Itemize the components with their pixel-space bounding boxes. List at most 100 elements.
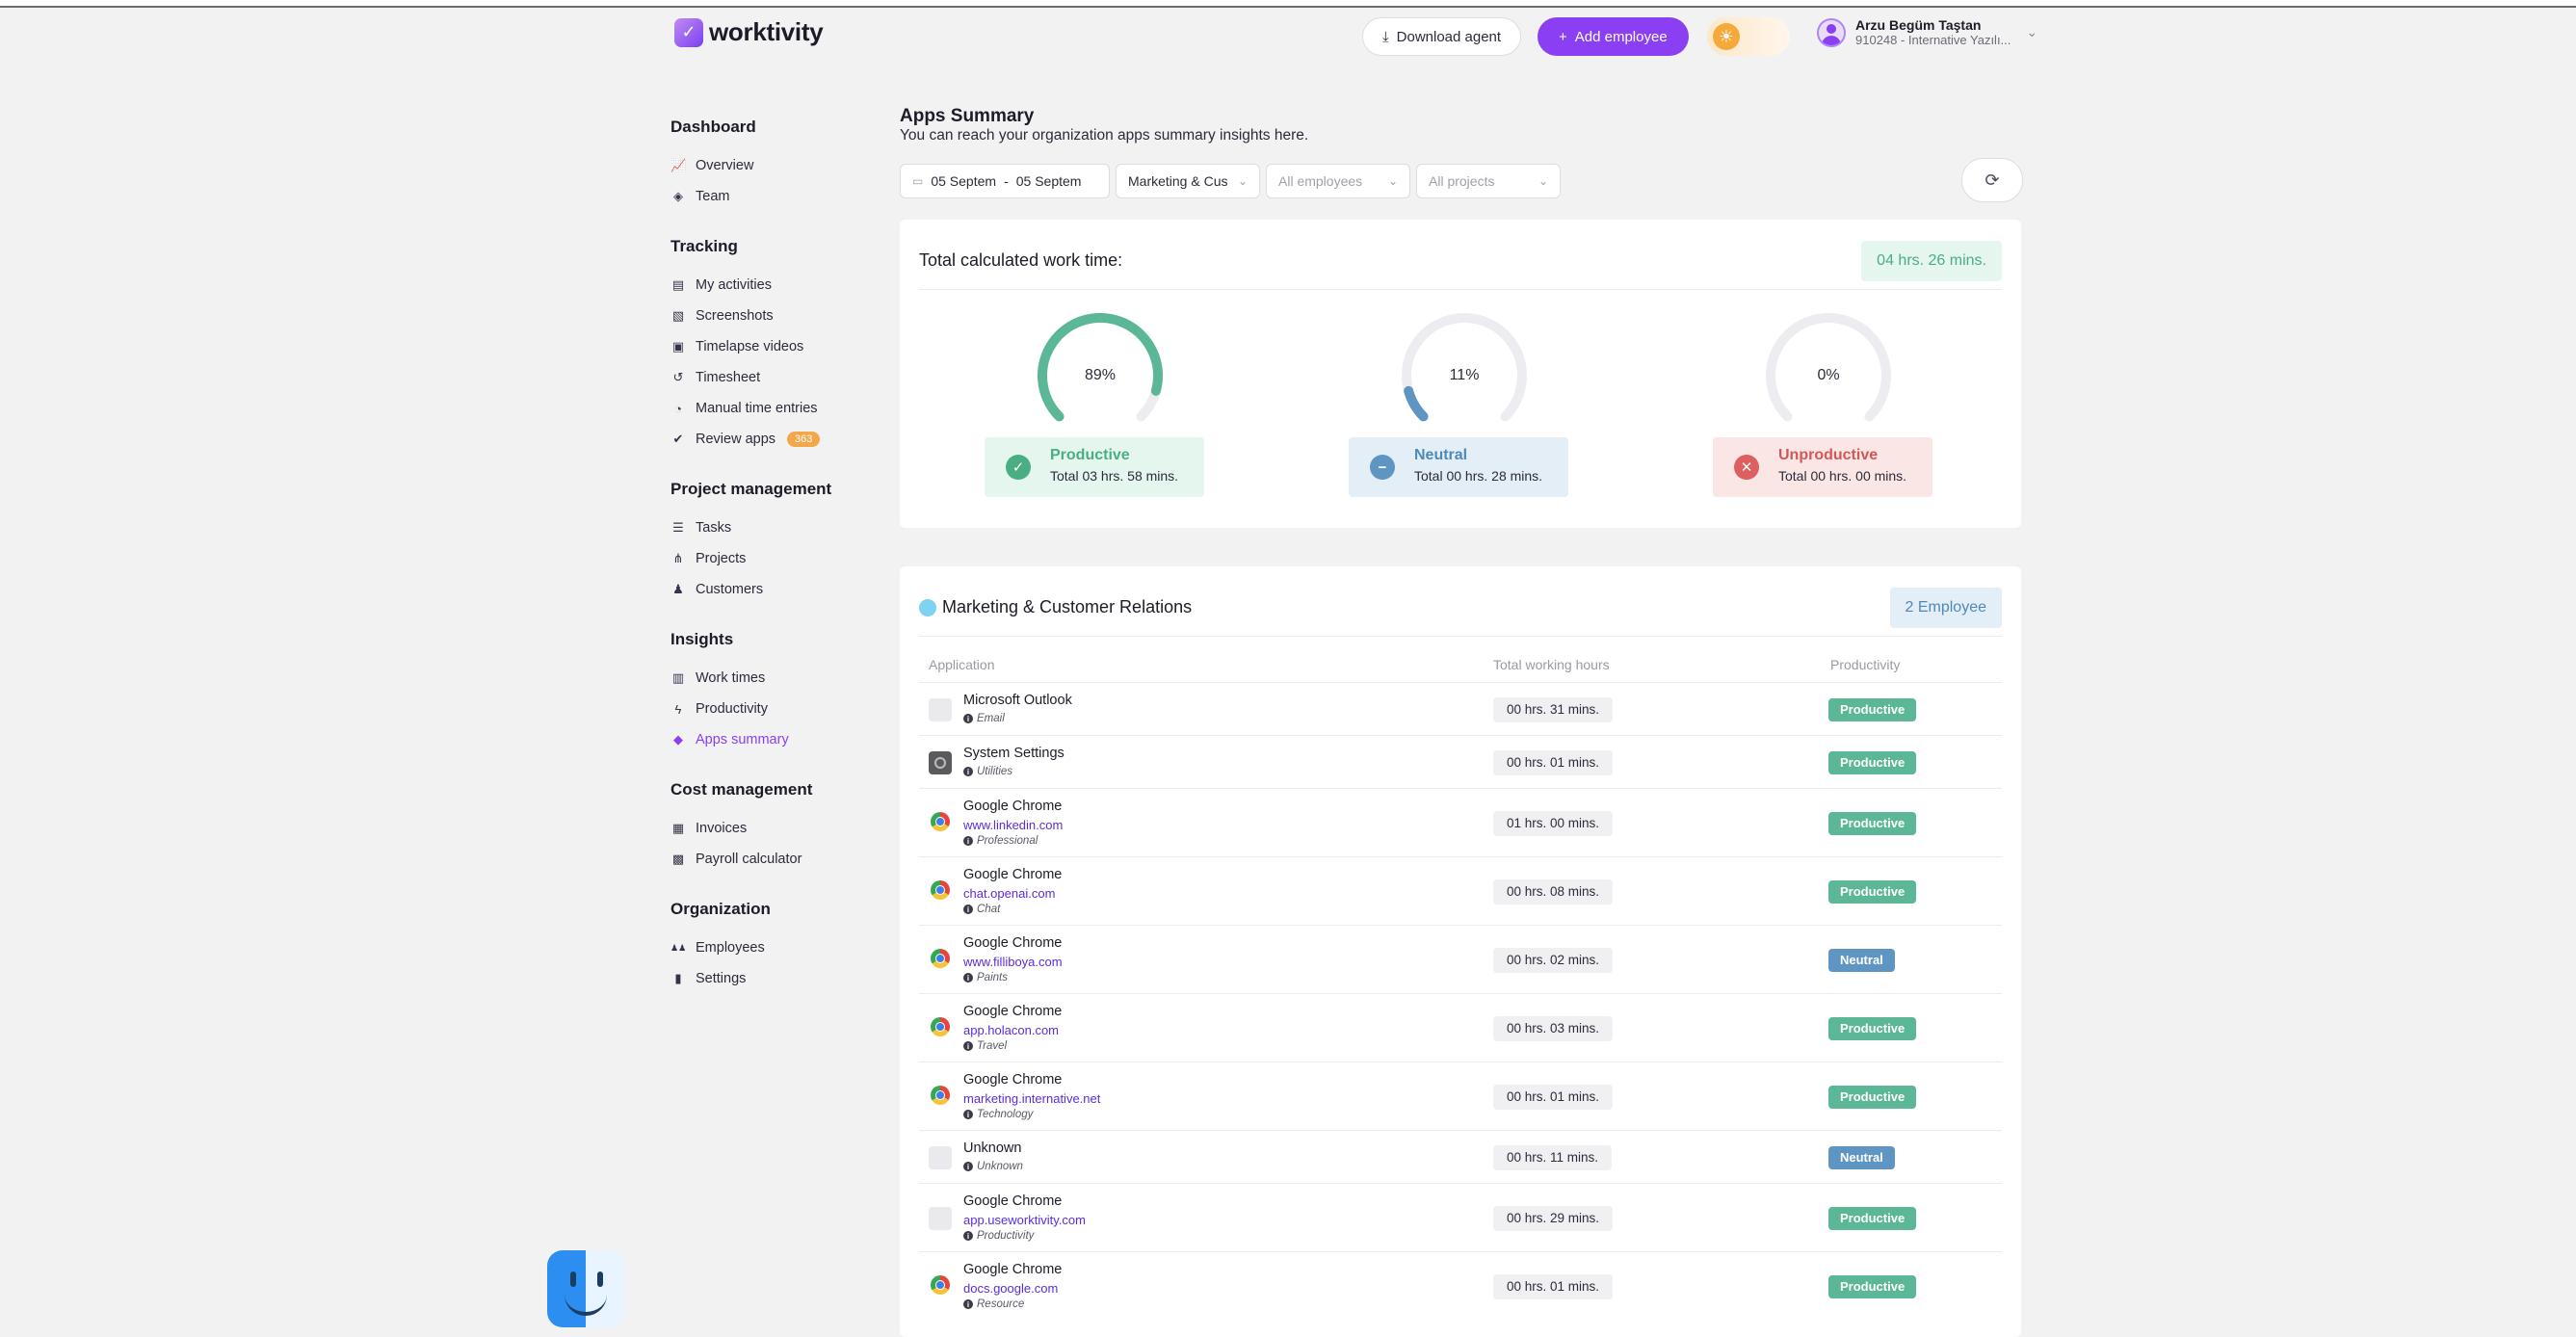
working-hours: 00 hrs. 03 mins. [1493, 1015, 1614, 1041]
sidebar-section-title: Tracking [670, 237, 738, 255]
app-category-label: Travel [977, 1040, 1008, 1052]
table-row[interactable]: Google Chrome chat.openai.com i Chat 00 hrs.… [919, 856, 2002, 926]
app-url-link[interactable]: docs.google.com [963, 1281, 1059, 1296]
theme-toggle[interactable]: ☀ [1707, 17, 1790, 56]
summary-title: Total calculated work time: [919, 250, 1123, 270]
sidebar-item-label: Productivity [696, 701, 768, 717]
sidebar-item-settings[interactable]: ▮ Settings [670, 963, 882, 994]
productivity-badge[interactable]: Productive [1828, 811, 1917, 835]
sidebar-item-apps-summary[interactable]: ◆ Apps summary [670, 724, 882, 755]
productivity-badge[interactable]: Productive [1828, 750, 1917, 774]
column-header-hours: Total working hours [1493, 657, 1610, 672]
bolt-icon: ϟ [674, 701, 682, 717]
sidebar-item-tasks[interactable]: ☰ Tasks [670, 512, 882, 543]
productivity-badge[interactable]: Productive [1828, 697, 1917, 721]
sidebar-item-screenshots[interactable]: ▧ Screenshots [670, 301, 882, 331]
app-url-link[interactable]: www.filliboya.com [963, 955, 1063, 969]
table-row[interactable]: Google Chrome www.linkedin.com i Profession… [919, 788, 2002, 857]
productivity-badge[interactable]: Productive [1828, 1274, 1917, 1298]
sidebar-item-payroll-calculator[interactable]: ▩ Payroll calculator [670, 844, 882, 875]
sidebar-item-review-apps[interactable]: ✔ Review apps 363 [670, 424, 882, 455]
shapes-icon: ◆ [673, 732, 683, 747]
table-row[interactable]: System Settings i Utilities 00 hrs. 01 mins… [919, 735, 2002, 789]
sidebar-item-timelapse-videos[interactable]: ▣ Timelapse videos [670, 331, 882, 362]
table-row[interactable]: Google Chrome app.useworktivity.com i Produ… [919, 1183, 2002, 1252]
sidebar-section-title: Organization [670, 900, 771, 918]
table-row[interactable]: Google Chrome app.holacon.com i Travel 00 hr… [919, 993, 2002, 1062]
table-row[interactable]: Google Chrome www.filliboya.com i Paints 00 … [919, 925, 2002, 994]
sidebar-group: Tracking ▤ My activities ▧ Screenshots ▣ Timel… [670, 237, 882, 455]
sidebar-item-label: Timelapse videos [696, 339, 804, 354]
sidebar-item-productivity[interactable]: ϟ Productivity [670, 694, 882, 724]
employees-select[interactable]: All employees ⌄ [1266, 164, 1410, 198]
app-name: Unknown [963, 1140, 1022, 1156]
app-placeholder-icon [929, 1206, 952, 1230]
app-category: i Email [963, 713, 1005, 724]
productivity-badge[interactable]: Productive [1828, 879, 1917, 904]
app-name: Google Chrome [963, 867, 1063, 882]
sidebar-item-label: My activities [696, 277, 772, 293]
employees-placeholder: All employees [1278, 173, 1363, 189]
sidebar-item-label: Payroll calculator [696, 852, 802, 867]
app-placeholder-icon [929, 1145, 952, 1169]
sidebar-item-overview[interactable]: 📈 Overview [670, 150, 882, 181]
app-url-link[interactable]: app.useworktivity.com [963, 1213, 1086, 1227]
logo[interactable]: ✓ worktivity [674, 17, 824, 47]
sidebar-item-manual-time-entries[interactable]: ◔ Manual time entries [670, 393, 882, 424]
sidebar-item-team[interactable]: ◈ Team [670, 181, 882, 212]
table-row[interactable]: Google Chrome docs.google.com i Resource 00 … [919, 1251, 2002, 1321]
logo-text: worktivity [709, 17, 824, 46]
add-employee-button[interactable]: + Add employee [1538, 17, 1689, 56]
video-icon: ▣ [671, 339, 685, 354]
check-circle-icon: ✓ [1006, 455, 1031, 480]
finder-dock-icon[interactable] [547, 1250, 624, 1327]
sidebar-item-label: Screenshots [696, 308, 774, 324]
divider [919, 289, 2002, 290]
productivity-badge[interactable]: Neutral [1828, 1145, 1895, 1169]
calendar-icon: ▭ [912, 174, 924, 188]
sidebar-item-invoices[interactable]: ▦ Invoices [670, 813, 882, 844]
history-icon: ↺ [672, 370, 684, 384]
app-url-link[interactable]: www.linkedin.com [963, 818, 1064, 832]
app-category: i Productivity [963, 1230, 1034, 1242]
projects-select[interactable]: All projects ⌄ [1416, 164, 1561, 198]
productivity-badge[interactable]: Productive [1828, 1206, 1917, 1230]
app-name: Google Chrome [963, 935, 1063, 951]
date-range-picker[interactable]: ▭ 05 Septem - 05 Septem [900, 164, 1110, 198]
user-menu[interactable]: Arzu Begüm Taştan 910248 - Internative Y… [1817, 17, 2037, 47]
sidebar-group: Project management ☰ Tasks ⋔ Projects ♟ Custom… [670, 480, 882, 605]
column-header-productivity: Productivity [1830, 657, 1901, 672]
sidebar-section-title: Project management [670, 480, 832, 498]
check-circle-icon: ✔ [672, 432, 684, 446]
app-name: Google Chrome [963, 1193, 1063, 1209]
sidebar-item-customers[interactable]: ♟ Customers [670, 574, 882, 605]
app-url-link[interactable]: app.holacon.com [963, 1023, 1060, 1037]
table-row[interactable]: Unknown i Unknown 00 hrs. 11 mins. Neutral [919, 1130, 2002, 1184]
status-label: Unproductive [1778, 447, 1879, 463]
table-row[interactable]: Google Chrome marketing.internative.net i T… [919, 1062, 2002, 1131]
sidebar-item-my-activities[interactable]: ▤ My activities [670, 270, 882, 301]
page-subtitle: You can reach your organization apps sum… [900, 127, 1309, 144]
app-url-link[interactable]: marketing.internative.net [963, 1091, 1101, 1106]
info-icon: i [963, 767, 973, 776]
table-row[interactable]: Microsoft Outlook i Email 00 hrs. 31 mins. P… [919, 682, 2002, 736]
productivity-badge[interactable]: Productive [1828, 1085, 1917, 1109]
productivity-badge[interactable]: Productive [1828, 1016, 1917, 1040]
app-url-link[interactable]: chat.openai.com [963, 886, 1056, 901]
gauge-track [1766, 313, 1891, 422]
department-select[interactable]: Marketing & Cus ⌄ [1116, 164, 1260, 198]
sidebar-item-timesheet[interactable]: ↺ Timesheet [670, 362, 882, 393]
download-agent-button[interactable]: ⤓ Download agent [1362, 17, 1522, 56]
app-name: System Settings [963, 746, 1065, 761]
refresh-button[interactable]: ⟳ [1961, 158, 2023, 202]
unproductive-gauge: 0% [1761, 308, 1896, 443]
refresh-icon: ⟳ [1985, 170, 2000, 190]
productivity-badge[interactable]: Neutral [1828, 948, 1895, 972]
date-end: 05 Septem [1015, 173, 1082, 189]
app-category: i Paints [963, 972, 1008, 983]
app-placeholder-icon [929, 697, 952, 721]
sidebar-item-work-times[interactable]: ▥ Work times [670, 663, 882, 694]
productive-gauge: 89% [1033, 308, 1168, 443]
sidebar-item-employees[interactable]: ♟♟ Employees [670, 932, 882, 963]
sidebar-item-projects[interactable]: ⋔ Projects [670, 543, 882, 574]
